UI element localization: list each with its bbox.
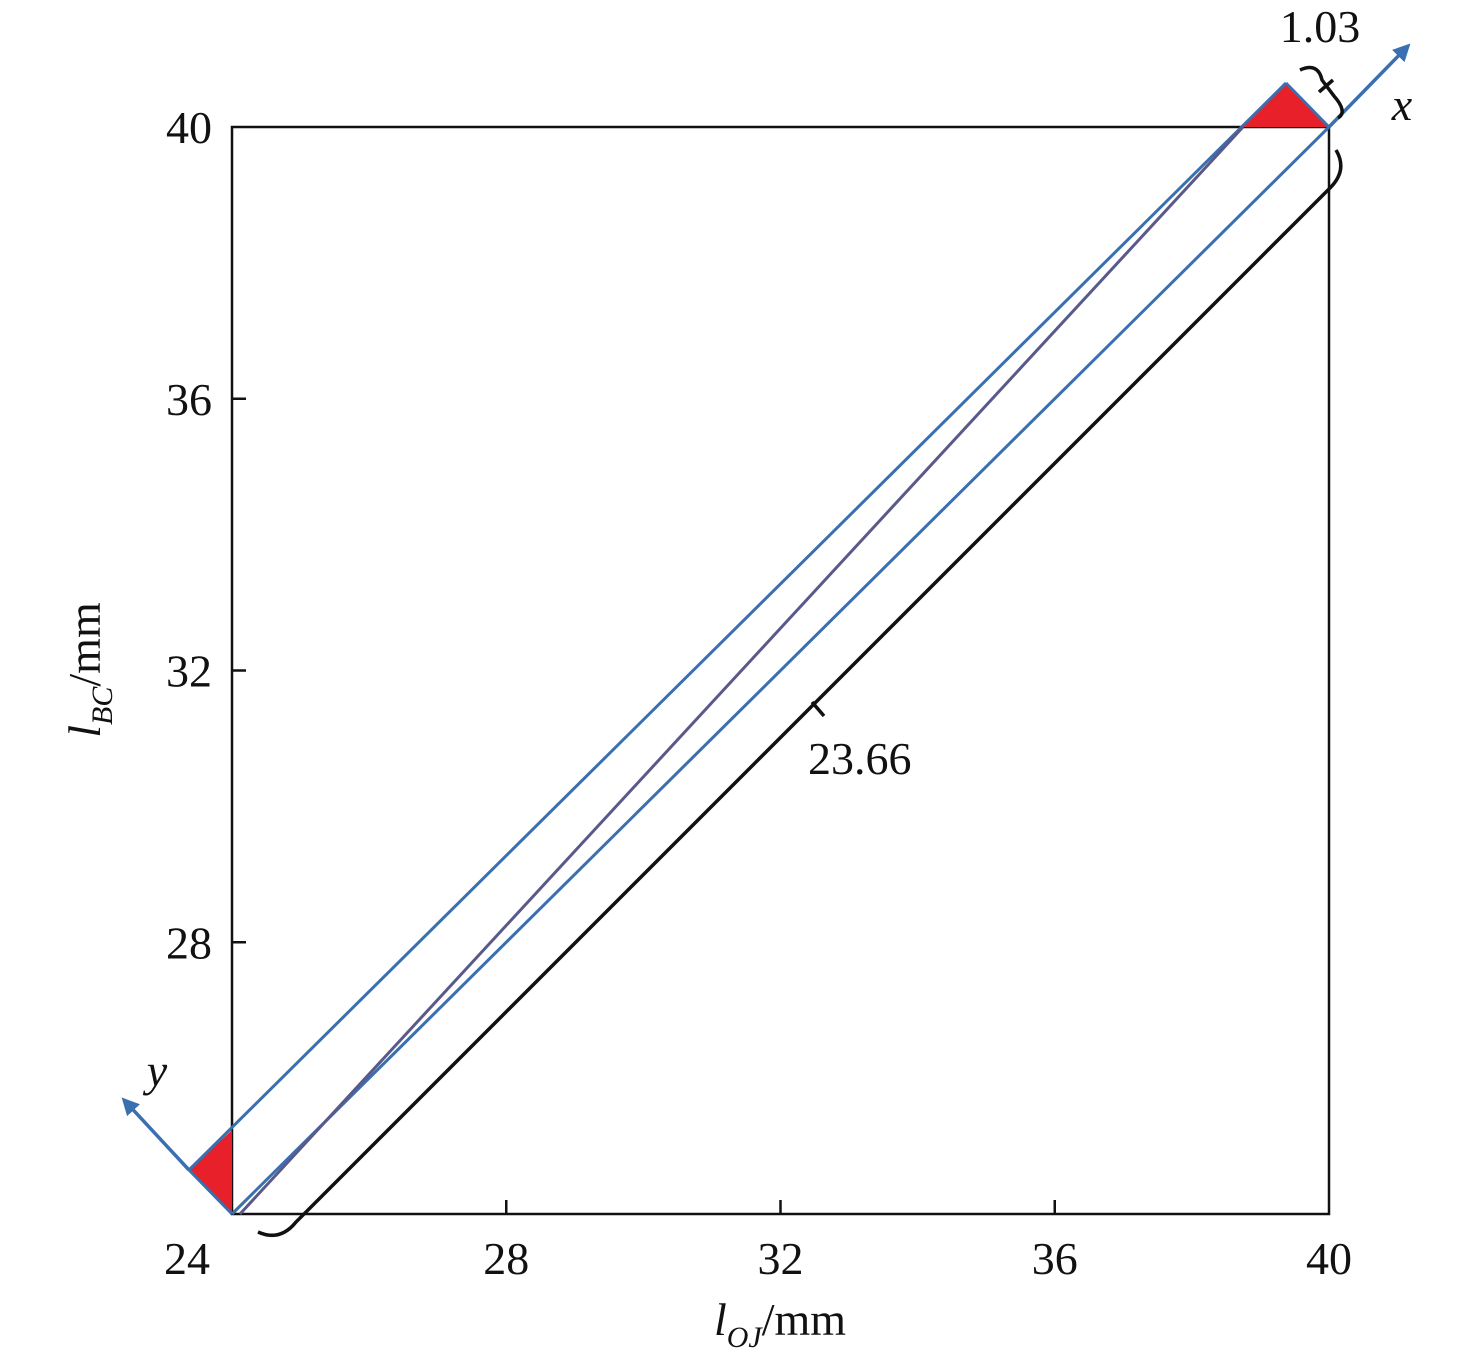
y-tick-label: 28 <box>166 917 212 968</box>
width-label: 1.03 <box>1280 1 1361 52</box>
width-bracket-tick <box>1317 78 1335 94</box>
y-axis-label: lBC/mm <box>59 602 119 738</box>
band-edge <box>1284 81 1331 129</box>
y-tick-label: 32 <box>166 646 212 697</box>
x-tick-label: 36 <box>1032 1233 1078 1284</box>
x-axis-label: lOJ/mm <box>714 1294 846 1354</box>
band-edge <box>187 81 1288 1172</box>
x-tick-label: 24 <box>164 1233 210 1284</box>
x-direction-label: x <box>1391 79 1413 130</box>
y-direction-arrow <box>121 1097 191 1172</box>
corner-region <box>189 1130 232 1214</box>
band-edge <box>230 125 1331 1216</box>
length-bracket <box>257 149 1343 1238</box>
x-tick-label: 32 <box>758 1233 804 1284</box>
length-bracket-tick <box>810 700 826 718</box>
corner-region <box>1243 83 1329 127</box>
length-label: 23.66 <box>808 733 912 784</box>
y-tick-label: 36 <box>166 374 212 425</box>
band-center <box>238 125 1245 1216</box>
x-tick-label: 40 <box>1306 1233 1352 1284</box>
x-tick-label: 28 <box>483 1233 529 1284</box>
band-edge <box>187 1168 234 1216</box>
y-direction-label: y <box>143 1045 168 1096</box>
y-tick-label: 40 <box>166 102 212 153</box>
width-bracket <box>1299 65 1344 120</box>
